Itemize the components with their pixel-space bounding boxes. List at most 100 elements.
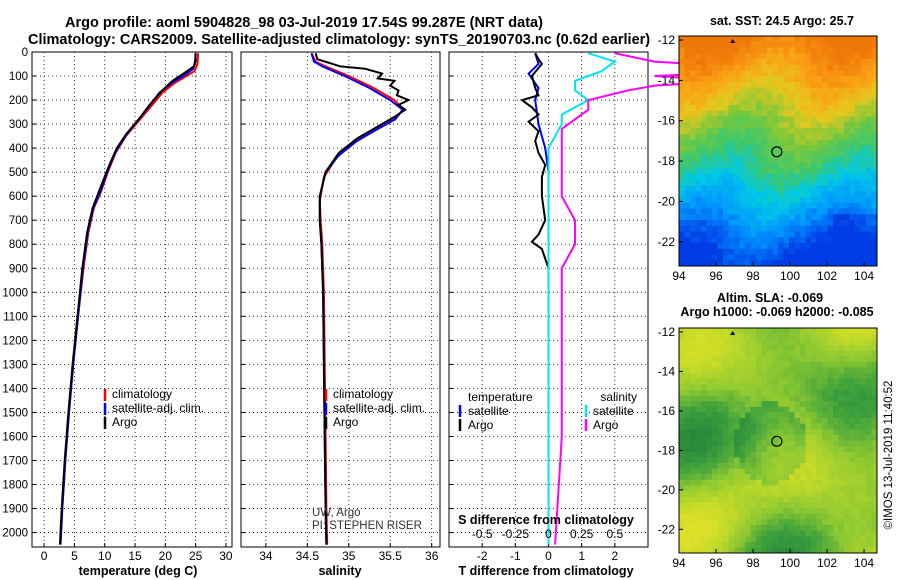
map-cell (745, 412, 751, 419)
map-cell (695, 248, 702, 255)
map-cell (855, 47, 861, 54)
map-cell (789, 361, 795, 368)
map-cell (794, 474, 801, 481)
map-cell (756, 220, 762, 227)
map-cell (761, 395, 768, 402)
map-cell (816, 530, 823, 537)
map-cell (827, 260, 834, 267)
map-cell (728, 373, 735, 380)
map-cell (772, 70, 779, 77)
map-cell (701, 116, 707, 123)
map-cell (860, 485, 867, 492)
map-cell (811, 389, 817, 396)
map-cell (783, 401, 790, 408)
map-cell (684, 151, 691, 158)
map-cell (701, 491, 707, 498)
map-cell (844, 530, 850, 537)
map-cell (695, 389, 702, 396)
map-cell (684, 202, 691, 209)
map-cell (734, 174, 740, 181)
map-cell (706, 429, 713, 436)
map-cell (701, 168, 707, 175)
map-cell (690, 208, 696, 215)
map-cell (706, 225, 713, 232)
map-cell (739, 93, 746, 100)
map-cell (844, 423, 850, 430)
map-cell (723, 76, 729, 83)
map-cell (684, 401, 691, 408)
map-cell (822, 412, 828, 419)
map-cell (838, 333, 845, 340)
map-cell (838, 110, 845, 117)
y-tick-label: 300 (9, 119, 28, 131)
map-cell (849, 122, 856, 129)
map-cell (794, 64, 801, 71)
map-cell (717, 197, 724, 204)
map-cell (767, 47, 773, 54)
map-cell (723, 59, 729, 66)
map-cell (684, 406, 691, 413)
map-cell (789, 423, 795, 430)
map-cell (833, 496, 839, 503)
map-cell (866, 237, 872, 244)
map-cell (767, 99, 773, 106)
map-cell (706, 356, 713, 363)
map-cell (816, 128, 823, 135)
map-cell (767, 36, 773, 43)
map-cell (723, 208, 729, 215)
map-cell (833, 70, 839, 77)
map-cell (800, 367, 806, 374)
map-cell (816, 156, 823, 163)
map-cell (761, 378, 768, 385)
map-cell (772, 406, 779, 413)
map-cell (712, 373, 718, 380)
map-cell (756, 451, 762, 458)
map-cell (816, 333, 823, 340)
map-cell (723, 53, 729, 60)
map-cell (695, 373, 702, 380)
map-cell (849, 260, 856, 267)
map-cell (690, 87, 696, 94)
map-cell (800, 536, 806, 543)
map-cell (783, 356, 790, 363)
series-line-argo (58, 53, 197, 545)
map-cell (805, 174, 812, 181)
y-tick-label: 600 (9, 191, 28, 203)
map-cell (816, 41, 823, 48)
map-cell (701, 122, 707, 129)
map-cell (706, 99, 713, 106)
map-cell (717, 185, 724, 192)
map-cell (756, 110, 762, 117)
map-cell (783, 412, 790, 419)
map-cell (778, 356, 784, 363)
map-cell (833, 139, 839, 146)
map-cell (701, 110, 707, 117)
map-cell (833, 418, 839, 425)
map-cell (794, 513, 801, 520)
map-cell (855, 168, 861, 175)
map-cell (734, 225, 740, 232)
map-cell (761, 191, 768, 198)
map-cell (701, 468, 707, 475)
map-cell (778, 220, 784, 227)
map-cell (800, 248, 806, 255)
map-cell (860, 168, 867, 175)
map-cell (690, 116, 696, 123)
map-cell (750, 202, 757, 209)
map-cell (816, 110, 823, 117)
map-cell (844, 485, 850, 492)
map-cell (789, 502, 795, 509)
map-y-tick-label: -14 (658, 73, 676, 87)
map-cell (816, 53, 823, 60)
map-cell (800, 110, 806, 117)
map-cell (855, 367, 861, 374)
map-cell (794, 440, 801, 447)
map-cell (717, 541, 724, 548)
map-cell (761, 423, 768, 430)
map-cell (761, 468, 768, 475)
map-cell (745, 162, 751, 169)
map-cell (833, 530, 839, 537)
map-cell (695, 64, 702, 71)
map-cell (745, 339, 751, 346)
map-cell (745, 479, 751, 486)
